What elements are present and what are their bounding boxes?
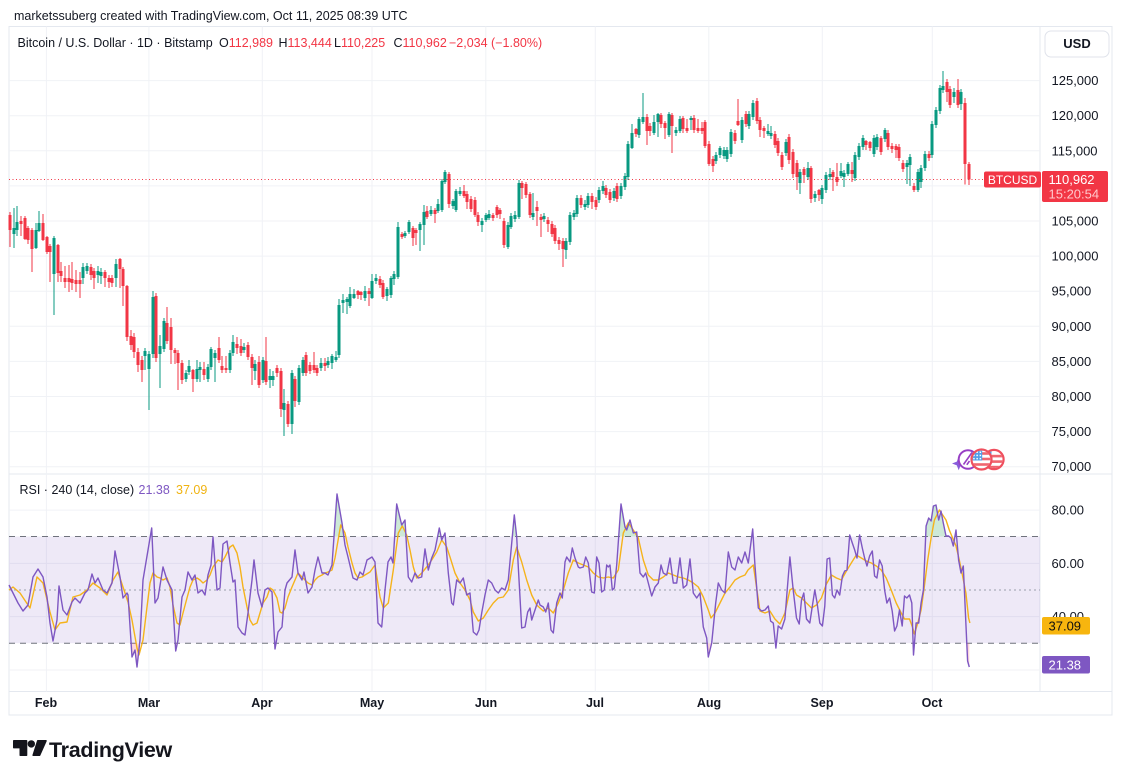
- svg-text:85,000: 85,000: [1052, 354, 1092, 369]
- svg-text:125,000: 125,000: [1052, 73, 1099, 88]
- svg-text:Jul: Jul: [586, 696, 604, 710]
- svg-text:RSI · 240 (14, close): RSI · 240 (14, close): [20, 483, 135, 497]
- svg-text:May: May: [360, 696, 384, 710]
- svg-text:60.00: 60.00: [1052, 556, 1085, 571]
- svg-text:Jun: Jun: [475, 696, 497, 710]
- svg-text:Oct: Oct: [922, 696, 944, 710]
- svg-text:Bitcoin / U.S. Dollar · 1D · B: Bitcoin / U.S. Dollar · 1D · Bitstamp: [18, 36, 213, 50]
- svg-text:Feb: Feb: [35, 696, 58, 710]
- svg-text:Apr: Apr: [251, 696, 273, 710]
- svg-text:USD: USD: [1063, 36, 1090, 51]
- svg-text:120,000: 120,000: [1052, 108, 1099, 123]
- svg-text:−2,034 (−1.80%): −2,034 (−1.80%): [449, 36, 542, 50]
- svg-text:95,000: 95,000: [1052, 284, 1092, 299]
- svg-text:L110,225: L110,225: [334, 36, 385, 50]
- svg-text:75,000: 75,000: [1052, 424, 1092, 439]
- svg-text:100,000: 100,000: [1052, 249, 1099, 264]
- svg-text:Aug: Aug: [697, 696, 721, 710]
- svg-text:90,000: 90,000: [1052, 319, 1092, 334]
- svg-text:H113,444: H113,444: [279, 36, 332, 50]
- svg-text:O112,989: O112,989: [219, 36, 273, 50]
- svg-text:21.38: 21.38: [1049, 658, 1082, 673]
- svg-text:110,962: 110,962: [1049, 172, 1095, 187]
- svg-text:80,000: 80,000: [1052, 389, 1092, 404]
- svg-text:C110,962: C110,962: [394, 36, 447, 50]
- svg-text:37.09: 37.09: [1049, 619, 1082, 634]
- svg-text:70,000: 70,000: [1052, 459, 1092, 474]
- svg-text:Sep: Sep: [811, 696, 834, 710]
- svg-text:21.38: 21.38: [139, 483, 170, 497]
- svg-text:115,000: 115,000: [1052, 143, 1098, 158]
- svg-text:marketssuberg created with Tra: marketssuberg created with TradingView.c…: [14, 9, 407, 23]
- svg-text:105,000: 105,000: [1052, 214, 1099, 229]
- svg-text:80.00: 80.00: [1052, 503, 1085, 518]
- svg-text:TradingView: TradingView: [49, 738, 173, 762]
- svg-text:15:20:54: 15:20:54: [1049, 187, 1100, 202]
- svg-text:37.09: 37.09: [176, 483, 207, 497]
- svg-text:Mar: Mar: [138, 696, 160, 710]
- svg-text:BTCUSD: BTCUSD: [988, 173, 1038, 187]
